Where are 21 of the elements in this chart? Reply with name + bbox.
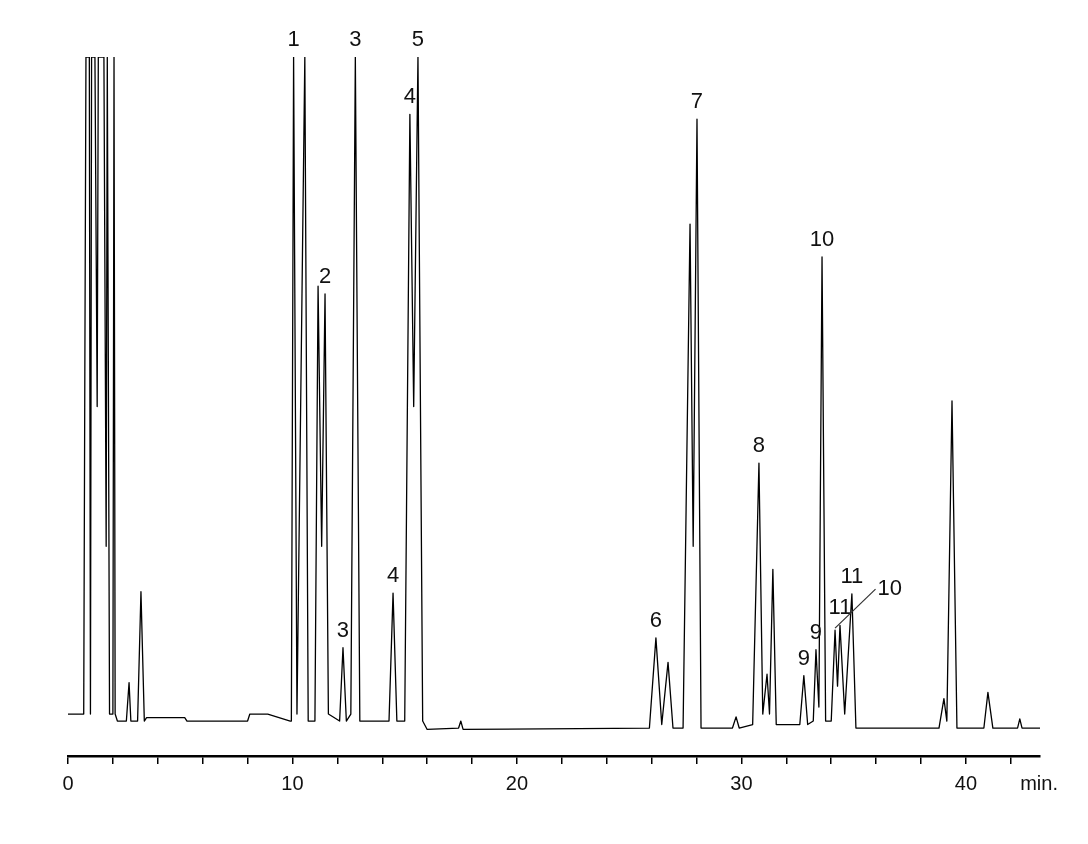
annotation: 6 xyxy=(649,606,663,632)
x-tick-label: 20 xyxy=(505,771,529,794)
annotation: 11 xyxy=(840,562,864,588)
annotation: 8 xyxy=(752,432,766,458)
annotation: 5 xyxy=(411,26,425,52)
x-tick-label: 40 xyxy=(954,771,978,794)
annotation: 3 xyxy=(349,26,362,52)
annotation: 9 xyxy=(797,644,810,670)
annotation: 10 xyxy=(809,225,835,251)
annotation: 7 xyxy=(690,88,704,114)
x-tick-label: 30 xyxy=(730,771,753,794)
annotation: 4 xyxy=(403,83,417,109)
x-axis-title: min. xyxy=(1020,771,1058,794)
annotation: 2 xyxy=(318,263,332,289)
annotation: 3 xyxy=(336,616,350,642)
annotation: 11 xyxy=(828,594,852,620)
x-tick-label: 0 xyxy=(62,771,74,794)
annotation: 10 xyxy=(877,575,902,601)
x-tick-label: 10 xyxy=(281,771,304,794)
annotation: 1 xyxy=(287,26,300,52)
annotation: 4 xyxy=(386,562,400,588)
